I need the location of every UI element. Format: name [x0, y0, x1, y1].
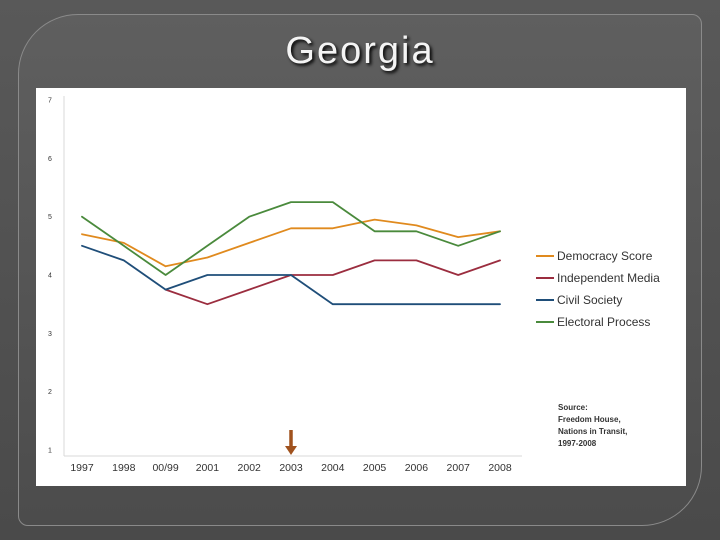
source-line: Nations in Transit, [558, 427, 627, 436]
legend-label: Civil Society [557, 293, 622, 307]
legend-label: Democracy Score [557, 249, 653, 263]
x-tick-label: 1998 [112, 462, 136, 474]
x-tick-label: 2008 [488, 462, 512, 474]
series-line-independent-media [164, 259, 501, 306]
y-axis-labels: 1 2 3 4 5 6 7 [48, 98, 52, 455]
y-tick-label: 2 [48, 389, 52, 396]
source-note: Source: Freedom House, Nations in Transit,… [558, 403, 627, 448]
source-line: Freedom House, [558, 415, 621, 424]
x-axis-labels: 1997 1998 00/99 2001 2002 2003 2004 2005 2006 200… [70, 462, 512, 474]
series-line-civil-society [81, 244, 501, 306]
x-tick-label: 2002 [238, 462, 262, 474]
x-tick-label: 2007 [447, 462, 471, 474]
series-line-democracy-score [81, 218, 501, 268]
x-tick-label: 2003 [279, 462, 303, 474]
y-tick-label: 3 [48, 331, 52, 338]
legend-label: Electoral Process [557, 315, 650, 329]
x-tick-label: 2005 [363, 462, 387, 474]
x-tick-label: 2001 [196, 462, 220, 474]
x-tick-label: 2004 [321, 462, 345, 474]
slide-title: Georgia [285, 30, 435, 72]
chart-legend: Democracy Score Independent Media Civil So… [536, 249, 660, 329]
x-tick-label: 1997 [70, 462, 94, 474]
chart-series-lines [81, 201, 501, 306]
arrow-head [285, 446, 297, 455]
chart-axes [63, 96, 522, 457]
source-line: Source: [558, 403, 588, 412]
source-line: 1997-2008 [558, 439, 597, 448]
line-chart: 1997 1998 00/99 2001 2002 2003 2004 2005 2006 200… [48, 96, 660, 474]
x-tick-label: 00/99 [152, 462, 178, 474]
highlight-arrow [285, 430, 297, 455]
legend-label: Independent Media [557, 271, 660, 285]
y-tick-label: 7 [48, 98, 52, 105]
arrow-shaft [289, 430, 293, 448]
y-tick-label: 5 [48, 214, 52, 221]
y-tick-label: 1 [48, 448, 52, 455]
y-tick-label: 4 [48, 273, 52, 280]
chart-panel: 1997 1998 00/99 2001 2002 2003 2004 2005 2006 200… [36, 88, 686, 486]
series-line-electoral-process [81, 201, 501, 276]
y-tick-label: 6 [48, 156, 52, 163]
x-tick-label: 2006 [405, 462, 429, 474]
